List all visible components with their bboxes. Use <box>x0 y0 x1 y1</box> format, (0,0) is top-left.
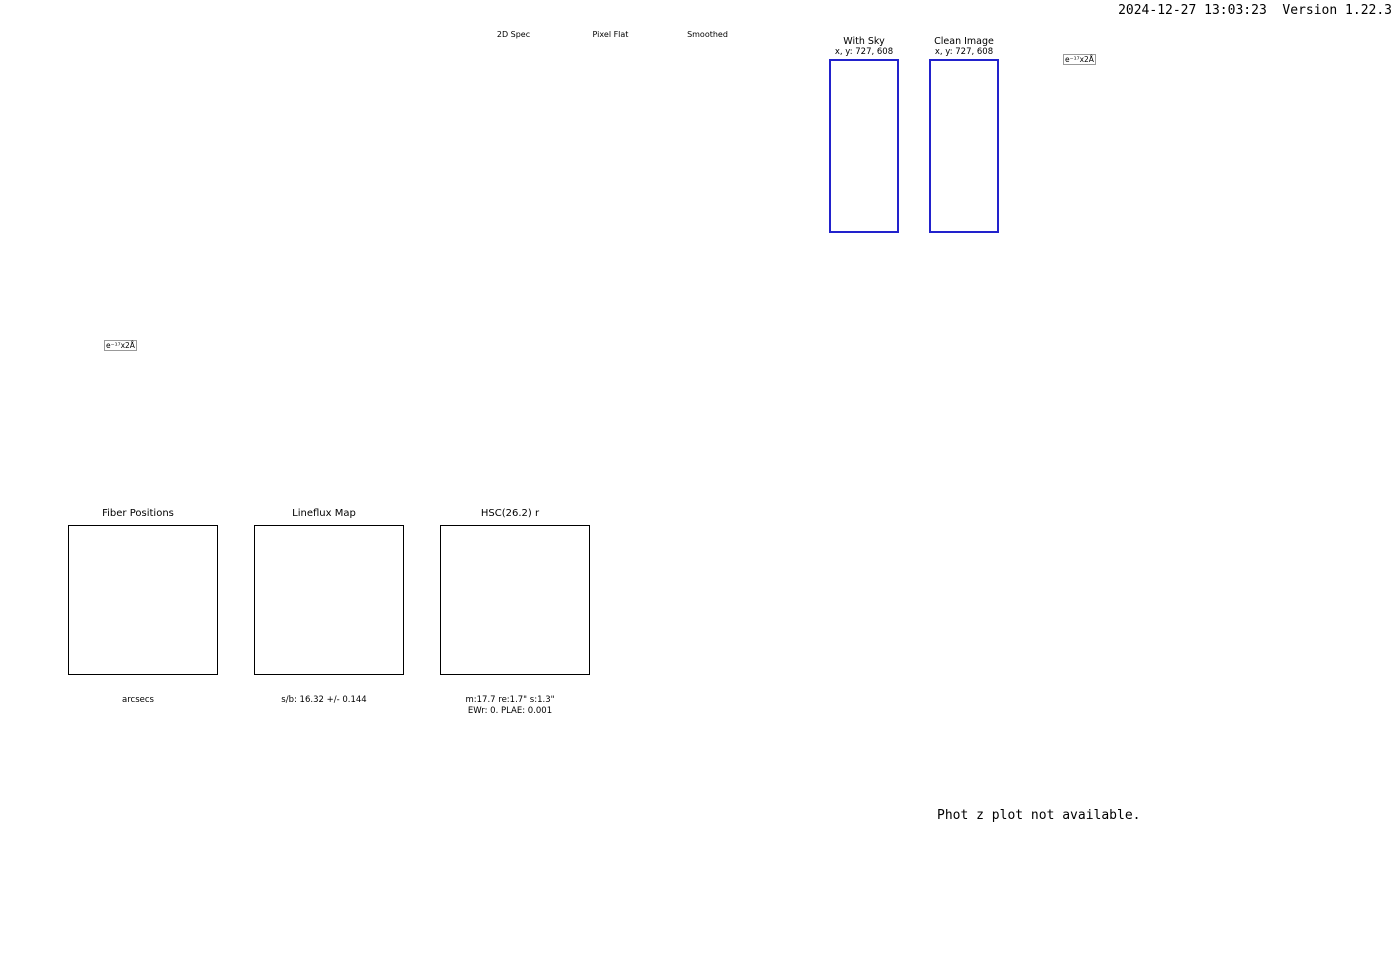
col-2dspec: 2D Spec <box>496 30 531 39</box>
hsc-cutout-panel: HSC(26.2) r m:17.7 re:1.7" s:1.3" EWr: 0… <box>410 508 610 717</box>
fiber-positions-canvas <box>69 526 217 674</box>
line-fit-svg <box>1036 48 1334 216</box>
lineflux-map-area <box>224 519 424 695</box>
hsc-cutout-title: HSC(26.2) r <box>480 508 540 519</box>
col-pixelflat: Pixel Flat <box>592 30 629 39</box>
with-sky-coords: x, y: 727, 608 <box>834 47 894 57</box>
fit-units-label: e⁻¹⁷x2Å <box>1063 54 1096 65</box>
fiber-positions-frame <box>68 525 218 675</box>
lineflux-map-frame <box>254 525 404 675</box>
line-fit-plot: e⁻¹⁷x2Å <box>1036 48 1334 220</box>
clean-image-panel: Clean Image x, y: 727, 608 <box>924 36 1004 237</box>
lineflux-sb-caption: s/b: 16.32 +/- 0.144 <box>281 695 367 705</box>
lineflux-map-canvas <box>255 526 403 674</box>
clean-image-coords: x, y: 727, 608 <box>934 47 994 57</box>
with-sky-title: With Sky <box>843 36 885 47</box>
full-spectrum-plot: e⁻¹⁷x2Å <box>90 258 1315 454</box>
fiber-positions-area <box>38 519 238 695</box>
fiber-positions-panel: Fiber Positions arcsecs <box>38 508 238 706</box>
hsc-cutout-area <box>410 519 610 695</box>
header-timestamp: 2024-12-27 13:03:23 Version 1.22.3 <box>1118 3 1392 18</box>
with-sky-panel: With Sky x, y: 727, 608 <box>824 36 904 237</box>
fiber-positions-title: Fiber Positions <box>102 508 174 519</box>
hsc-cutout-canvas <box>441 526 589 674</box>
hsc-mag-caption: m:17.7 re:1.7" s:1.3" <box>465 695 555 705</box>
with-sky-image <box>829 59 899 233</box>
full-spectrum-svg <box>90 258 1315 450</box>
photz-unavailable-note: Phot z plot not available. <box>937 808 1141 823</box>
header-bar: 2024-12-27 13:03:23 Version 1.22.3 <box>8 3 1392 18</box>
fiber-positions-xlabel: arcsecs <box>122 695 154 705</box>
clean-image <box>929 59 999 233</box>
col-smoothed: Smoothed <box>687 30 728 39</box>
lineflux-map-panel: Lineflux Map s/b: 16.32 +/- 0.144 <box>224 508 424 706</box>
lineflux-map-title: Lineflux Map <box>292 508 356 519</box>
spectrum-units-label: e⁻¹⁷x2Å <box>104 340 137 351</box>
hsc-ew-caption: EWr: 0. PLAE: 0.001 <box>467 706 553 716</box>
hsc-cutout-frame <box>440 525 590 675</box>
clean-image-title: Clean Image <box>934 36 994 47</box>
